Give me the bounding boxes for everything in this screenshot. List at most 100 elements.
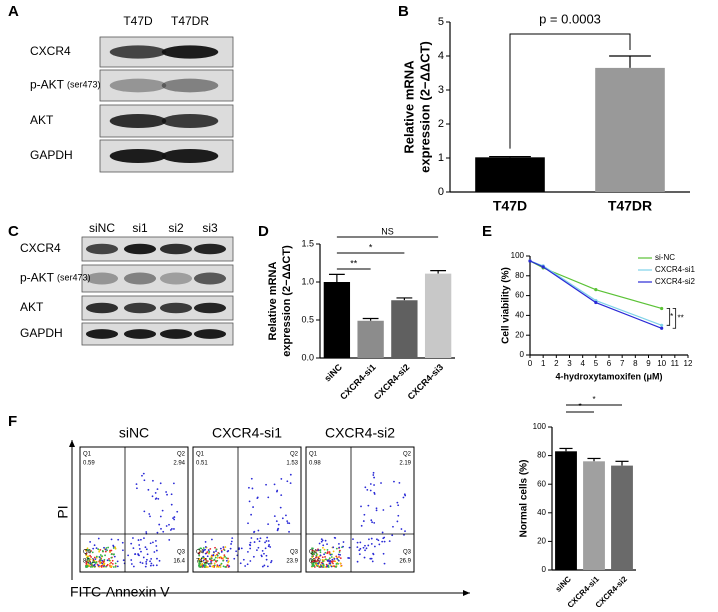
x-tick-label: 10 [657, 359, 666, 368]
flow-event [318, 555, 321, 558]
flow-event [318, 542, 321, 545]
flow-event [239, 562, 242, 565]
flow-event [321, 562, 324, 565]
flow-event [365, 547, 368, 550]
flow-event [342, 545, 344, 548]
flow-event [340, 565, 342, 568]
flow-event [216, 554, 219, 557]
flow-event [265, 558, 268, 561]
flow-event [130, 542, 133, 545]
flow-event [348, 557, 351, 559]
flow-event [151, 495, 154, 498]
legend-label: si-NC [655, 253, 675, 262]
flow-event [159, 482, 162, 485]
flow-event [380, 482, 382, 484]
y-tick-label: 2 [438, 118, 444, 130]
flow-event [85, 562, 88, 565]
flow-event [219, 566, 222, 568]
flow-event [358, 549, 361, 552]
flow-event [316, 559, 319, 561]
x-tick-label: 11 [671, 359, 680, 368]
flow-event [373, 493, 376, 495]
flow-event [370, 557, 373, 560]
flow-event [403, 493, 406, 496]
flow-event [265, 483, 267, 486]
flow-event [381, 540, 384, 543]
flow-event [132, 547, 135, 550]
flow-event [238, 548, 240, 551]
flow-event [217, 566, 220, 568]
flow-event [89, 562, 91, 564]
flow-event [363, 556, 366, 559]
flow-event [317, 549, 320, 551]
flow-event [397, 514, 400, 517]
flow-event [215, 550, 217, 553]
flow-event [265, 540, 268, 542]
flow-event [85, 554, 88, 556]
flow-event [116, 565, 119, 568]
blot-band [85, 329, 119, 339]
y-tick-label: 0.5 [301, 314, 314, 324]
flow-event [202, 559, 205, 562]
flow-event [145, 558, 148, 561]
flow-event [402, 496, 405, 499]
flow-event [109, 549, 111, 552]
flow-event [316, 565, 319, 568]
flow-event [360, 505, 362, 508]
flow-event [206, 560, 209, 562]
flow-event [320, 565, 323, 568]
flow-event [352, 538, 354, 541]
flow-event [135, 483, 138, 485]
flow-event [85, 566, 87, 568]
flow-event [138, 554, 140, 557]
flow-event [370, 543, 373, 545]
flow-event [208, 552, 210, 555]
flow-event [311, 555, 314, 558]
flow-event [313, 559, 316, 562]
y-tick-label: 0 [542, 565, 547, 574]
flow-event [176, 510, 179, 513]
flow-event [158, 559, 161, 562]
quadrant-name: Q2 [290, 452, 299, 458]
flow-event [218, 564, 221, 567]
blot-band [193, 243, 227, 255]
flow-event [155, 545, 158, 547]
flow-event [121, 549, 124, 552]
flow-event [337, 553, 340, 556]
flow-event [267, 540, 270, 542]
flow-event [206, 566, 209, 568]
flow-event [364, 486, 367, 489]
flow-event [211, 538, 213, 541]
blot-row-label: GAPDH [30, 148, 73, 162]
y-tick-label: 40 [537, 508, 546, 517]
y-tick-label: 100 [511, 251, 525, 260]
quadrant-value: 74.1 [196, 559, 208, 565]
flow-event [199, 547, 202, 550]
flow-event [143, 479, 146, 482]
y-tick-label: 60 [515, 291, 524, 300]
flow-event [369, 489, 372, 492]
flow-event [86, 547, 89, 550]
flow-event [134, 553, 136, 556]
flow-event [336, 557, 339, 560]
flow-event [249, 547, 252, 550]
blot-band [159, 329, 193, 339]
significance-label: * [592, 395, 595, 404]
flow-event [204, 546, 207, 548]
flow-event [339, 557, 342, 560]
flow-event [215, 548, 218, 551]
flow-frame [79, 446, 189, 573]
y-tick-label: 40 [515, 311, 524, 320]
x-tick-label: 0 [528, 359, 533, 368]
flow-event [155, 549, 158, 552]
flow-event [105, 565, 107, 568]
flow-event [223, 554, 226, 557]
flow-event [370, 537, 373, 540]
flow-event [261, 549, 264, 552]
bar [391, 300, 418, 358]
x-tick-label: CXCR4-si3 [406, 362, 446, 402]
flow-event [311, 547, 313, 550]
flow-event [90, 556, 93, 558]
flow-event [107, 546, 110, 549]
flow-event [373, 545, 376, 548]
